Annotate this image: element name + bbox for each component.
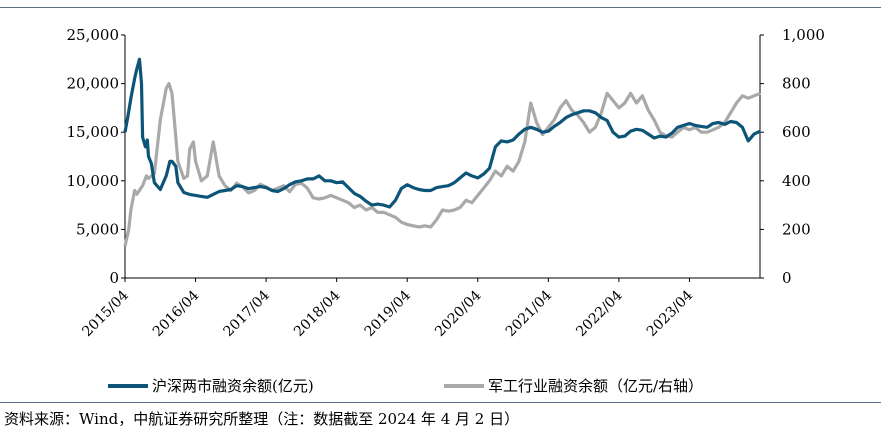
left-y-tick-label: 25,000 (67, 26, 120, 44)
legend-label-series-1: 沪深两市融资余额(亿元) (152, 377, 314, 395)
x-tick-label: 2015/04 (79, 287, 132, 340)
left-y-tick-label: 0 (109, 269, 119, 287)
chart-tick-labels: 0 5,000 10,000 15,000 20,000 25,000 0 200 400 600… (67, 26, 825, 340)
x-tick-label: 2019/04 (362, 287, 415, 340)
chart-series (123, 57, 761, 247)
x-tick-label: 2018/04 (291, 287, 344, 340)
chart-legend: 沪深两市融资余额(亿元) 军工行业融资余额（亿元/右轴） (108, 377, 703, 395)
right-y-tick-label: 800 (782, 75, 811, 93)
top-rule (0, 7, 881, 8)
left-y-tick-label: 15,000 (67, 123, 120, 141)
x-tick-label: 2022/04 (573, 287, 626, 340)
source-note: 资料来源：Wind，中航证券研究所整理（注：数据截至 2024 年 4 月 2 … (4, 410, 520, 428)
x-tick-label: 2016/04 (150, 287, 203, 340)
right-y-tick-label: 600 (782, 123, 811, 141)
legend-label-series-2: 军工行业融资余额（亿元/右轴） (488, 377, 703, 395)
left-y-tick-label: 10,000 (67, 172, 120, 190)
series-line-1 (123, 57, 761, 209)
right-y-tick-label: 1,000 (782, 26, 825, 44)
x-tick-label: 2021/04 (503, 287, 556, 340)
x-tick-label: 2017/04 (220, 287, 273, 340)
right-y-tick-label: 400 (782, 172, 811, 190)
x-tick-label: 2020/04 (432, 287, 485, 340)
line-chart: 0 5,000 10,000 15,000 20,000 25,000 0 200 400 600… (67, 26, 825, 395)
left-y-tick-label: 5,000 (76, 220, 119, 238)
series-line-2 (123, 82, 761, 247)
left-y-tick-label: 20,000 (67, 75, 120, 93)
right-y-tick-label: 0 (782, 269, 792, 287)
x-tick-label: 2023/04 (644, 287, 697, 340)
bottom-rule (0, 402, 881, 403)
right-y-tick-label: 200 (782, 220, 811, 238)
